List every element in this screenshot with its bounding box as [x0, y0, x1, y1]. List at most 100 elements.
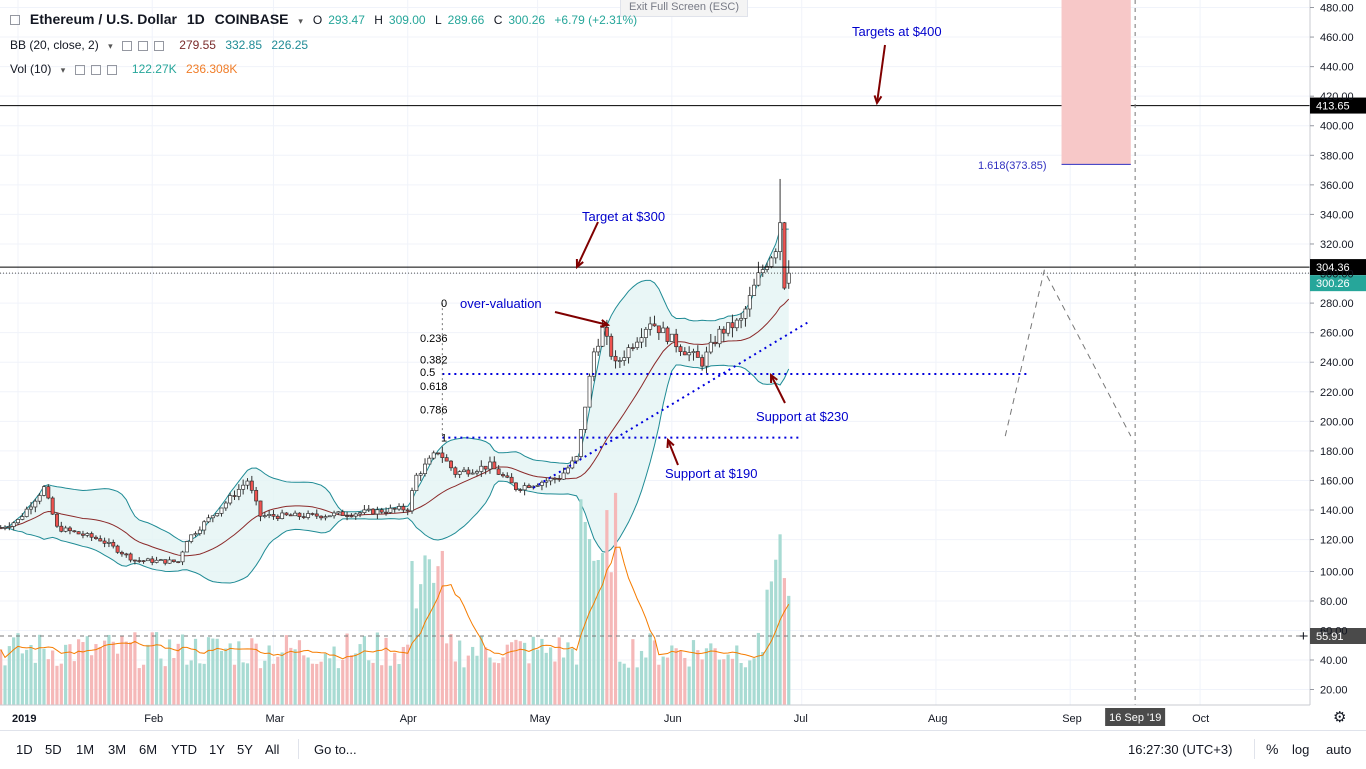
candle-body	[358, 512, 363, 515]
volume-bar	[289, 647, 293, 705]
percent-scale-button[interactable]: %	[1266, 741, 1279, 757]
timeframe-6m[interactable]: 6M	[139, 742, 158, 757]
timeframe-1y[interactable]: 1Y	[209, 742, 225, 757]
candle-body	[436, 452, 440, 455]
bb-legend[interactable]: BB (20, close, 2) ▾ 279.55 332.85 226.25	[10, 38, 314, 52]
chevron-down-icon[interactable]: ▾	[298, 16, 303, 26]
timeframe-1m[interactable]: 1M	[76, 742, 95, 757]
candle-body	[591, 351, 596, 377]
timeframe-5y[interactable]: 5Y	[237, 742, 253, 757]
volume-bar	[652, 640, 657, 705]
volume-bar	[176, 643, 180, 705]
volume-bar	[271, 663, 276, 705]
vol-legend[interactable]: Vol (10) ▾ 122.27K 236.308K	[10, 62, 243, 76]
candle-body	[362, 509, 367, 514]
time-label: Sep	[1062, 713, 1082, 725]
volume-bar	[219, 650, 224, 705]
candle	[444, 454, 449, 462]
volume-bar	[12, 637, 16, 705]
candle	[115, 544, 120, 554]
candle-body	[98, 538, 103, 542]
exit-fullscreen-button[interactable]: Exit Full Screen (ESC)	[620, 0, 749, 17]
volume-bar	[107, 634, 111, 705]
log-scale-button[interactable]: log	[1292, 742, 1310, 757]
auto-scale-button[interactable]: auto	[1326, 742, 1352, 757]
candle-body	[7, 526, 12, 528]
volume-bar	[228, 643, 232, 705]
chevron-down-icon[interactable]: ▾	[60, 65, 66, 75]
volume-bar	[510, 642, 514, 705]
candle-body	[37, 495, 42, 502]
chevron-down-icon[interactable]: ▾	[108, 41, 113, 51]
candle-body	[643, 328, 648, 339]
volume-bar	[704, 648, 709, 705]
candle	[163, 559, 168, 566]
volume-bar	[423, 555, 427, 705]
volume-bar	[72, 661, 76, 705]
timeframe-5d[interactable]: 5D	[45, 742, 62, 757]
candle	[691, 348, 696, 361]
gear-icon[interactable]: ⚙	[1333, 709, 1346, 726]
candle	[414, 472, 419, 492]
candle-body	[721, 328, 726, 334]
candle-body	[106, 541, 111, 544]
volume-bar	[440, 550, 444, 705]
clock-display[interactable]: 16:27:30 (UTC+3)	[1128, 742, 1233, 757]
volume-bar	[752, 658, 756, 705]
price-tick-label: 240.00	[1320, 357, 1354, 369]
price-tick-label: 100.00	[1320, 567, 1354, 579]
candle	[630, 343, 635, 352]
candle-body	[93, 536, 98, 540]
candle	[674, 328, 679, 353]
volume-bar	[297, 640, 302, 705]
goto-button[interactable]: Go to...	[314, 742, 357, 757]
volume-bar	[258, 668, 263, 705]
timeframe-ytd[interactable]: YTD	[171, 742, 197, 757]
volume-bar	[743, 667, 748, 705]
timeframe-3m[interactable]: 3M	[108, 742, 127, 757]
candle	[682, 347, 687, 356]
symbol-title[interactable]: Ethereum / U.S. Dollar	[29, 11, 177, 27]
volume-bar	[579, 499, 583, 705]
candle	[24, 506, 29, 518]
candle-body	[565, 467, 570, 474]
candle	[535, 483, 540, 487]
timeframe-all[interactable]: All	[265, 742, 280, 757]
timeframe-1d[interactable]: 1D	[16, 742, 33, 757]
arrow-overvaluation	[554, 311, 609, 326]
candle	[280, 509, 285, 520]
candle	[124, 552, 129, 558]
bb-label[interactable]: BB (20, close, 2)	[10, 38, 99, 52]
candle-body	[55, 513, 59, 527]
candle	[457, 470, 462, 479]
candle	[695, 345, 700, 358]
candle-body	[501, 474, 505, 477]
vol-label[interactable]: Vol (10)	[10, 62, 52, 76]
candle	[782, 221, 787, 290]
chart-canvas[interactable]: Targets at $400 Target at $300 over-valuat…	[0, 0, 1366, 730]
candle-body	[773, 251, 778, 259]
candle	[773, 248, 778, 264]
volume-bar	[42, 648, 46, 705]
candle	[505, 472, 510, 479]
candle	[11, 521, 16, 531]
candle	[769, 255, 774, 269]
candle-body	[470, 472, 475, 475]
visibility-icon[interactable]	[74, 62, 123, 76]
volume-bar	[215, 638, 219, 705]
volume-bar	[540, 638, 544, 705]
collapse-icon[interactable]	[10, 15, 20, 26]
volume-bars	[0, 492, 791, 705]
candle-body	[483, 465, 488, 470]
candle	[245, 478, 250, 490]
price-badge-304-bg	[1310, 259, 1366, 276]
volume-bar	[167, 639, 172, 705]
candle	[379, 507, 384, 514]
volume-bar	[427, 559, 431, 705]
candle	[50, 496, 55, 515]
visibility-icon[interactable]	[121, 38, 170, 52]
candle-body	[254, 489, 259, 502]
volume-bar	[315, 663, 319, 705]
volume-bar	[0, 649, 3, 705]
candle	[215, 513, 220, 517]
